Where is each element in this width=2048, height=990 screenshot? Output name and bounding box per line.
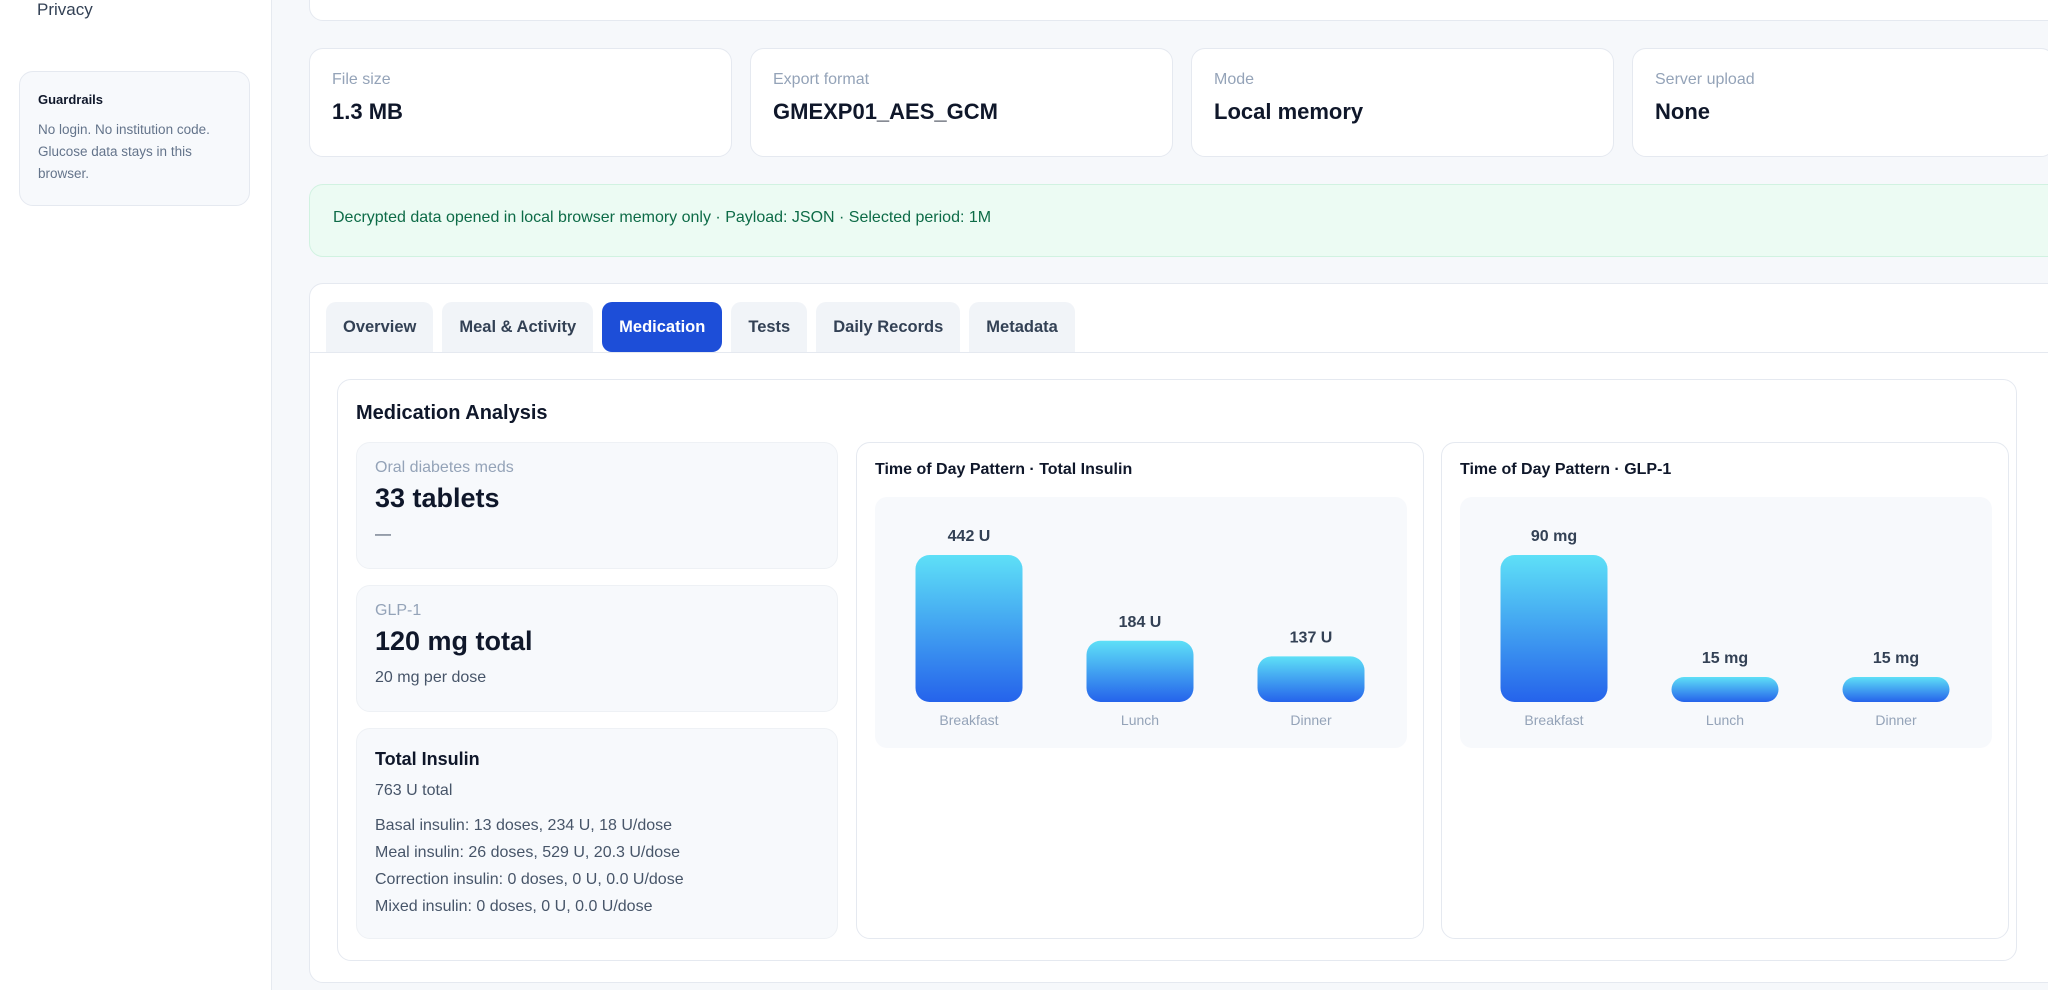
stat-value: None bbox=[1655, 99, 1710, 124]
oral-meds-sub: — bbox=[375, 526, 391, 543]
oral-meds-label: Oral diabetes meds bbox=[375, 459, 514, 476]
category-label: Breakfast bbox=[939, 712, 998, 728]
chart-area: 90 mg Breakfast 15 mg Lunch 15 mg Dinner bbox=[1460, 497, 1992, 748]
stat-label: File size bbox=[332, 71, 391, 88]
stat-label: Mode bbox=[1214, 71, 1255, 88]
tab-daily-records[interactable]: Daily Records bbox=[816, 302, 961, 352]
bar-breakfast bbox=[915, 555, 1023, 702]
tab-tests[interactable]: Tests bbox=[731, 302, 808, 352]
oral-meds-card: Oral diabetes meds 33 tablets — bbox=[356, 442, 838, 569]
bar-value-label: 90 mg bbox=[1531, 528, 1577, 545]
chart-title: Time of Day Pattern · GLP-1 bbox=[1460, 461, 1672, 478]
total-insulin-card: Total Insulin 763 U total Basal insulin:… bbox=[356, 728, 838, 939]
bar-value-label: 137 U bbox=[1290, 629, 1333, 646]
stat-card-server-upload: Server upload None bbox=[1632, 48, 2048, 157]
stat-value: GMEXP01_AES_GCM bbox=[773, 99, 998, 124]
stat-card-export-format: Export format GMEXP01_AES_GCM bbox=[750, 48, 1173, 157]
bar-value-label: 184 U bbox=[1119, 614, 1162, 631]
tab-bar: Overview Meal & Activity Medication Test… bbox=[326, 302, 2048, 352]
glp1-label: GLP-1 bbox=[375, 602, 422, 619]
stat-label: Export format bbox=[773, 71, 870, 88]
category-label: Lunch bbox=[1706, 712, 1744, 728]
stat-card-mode: Mode Local memory bbox=[1191, 48, 1614, 157]
category-label: Breakfast bbox=[1524, 712, 1583, 728]
chart-title: Time of Day Pattern · Total Insulin bbox=[875, 461, 1133, 478]
bar-breakfast bbox=[1500, 555, 1608, 702]
total-insulin-chart: 442 U Breakfast 184 U Lunch 137 U Dinner bbox=[915, 528, 1365, 728]
tab-medication[interactable]: Medication bbox=[602, 302, 723, 352]
main-content: File size 1.3 MB Export format GMEXP01_A… bbox=[272, 0, 2048, 990]
total-insulin-total: 763 U total bbox=[375, 782, 453, 799]
top-card bbox=[309, 0, 2048, 21]
bar-dinner bbox=[1257, 656, 1365, 702]
decryption-notice: Decrypted data opened in local browser m… bbox=[309, 184, 2048, 257]
bar-lunch bbox=[1671, 677, 1779, 702]
insulin-line-mixed: Mixed insulin: 0 doses, 0 U, 0.0 U/dose bbox=[375, 898, 653, 915]
tab-metadata[interactable]: Metadata bbox=[969, 302, 1075, 352]
guardrails-card: Guardrails No login. No institution code… bbox=[19, 71, 250, 206]
tab-panel: Overview Meal & Activity Medication Test… bbox=[309, 283, 2048, 983]
glp1-value: 120 mg total bbox=[375, 626, 533, 656]
bar-lunch bbox=[1086, 640, 1194, 702]
category-label: Dinner bbox=[1875, 712, 1917, 728]
glp1-sub: 20 mg per dose bbox=[375, 669, 487, 686]
insulin-line-meal: Meal insulin: 26 doses, 529 U, 20.3 U/do… bbox=[375, 844, 681, 861]
chart-card-glp1: Time of Day Pattern · GLP-1 90 mg Breakfa… bbox=[1441, 442, 2009, 939]
glp1-card: GLP-1 120 mg total 20 mg per dose bbox=[356, 585, 838, 712]
category-label: Dinner bbox=[1290, 712, 1332, 728]
tab-overview[interactable]: Overview bbox=[326, 302, 434, 352]
analysis-title: Medication Analysis bbox=[356, 402, 548, 424]
total-insulin-title: Total Insulin bbox=[375, 749, 480, 769]
stat-value: Local memory bbox=[1214, 99, 1364, 124]
bar-value-label: 15 mg bbox=[1702, 650, 1748, 667]
stat-value: 1.3 MB bbox=[332, 99, 403, 124]
stat-card-file-size: File size 1.3 MB bbox=[309, 48, 732, 157]
sidebar: Privacy Guardrails No login. No institut… bbox=[0, 0, 272, 990]
medication-analysis: Medication Analysis Oral diabetes meds 3… bbox=[337, 379, 2017, 961]
oral-meds-value: 33 tablets bbox=[375, 483, 500, 513]
sidebar-item-privacy[interactable]: Privacy bbox=[37, 0, 93, 19]
guardrails-text: No login. No institution code. Glucose d… bbox=[38, 122, 210, 181]
tab-divider bbox=[310, 352, 2048, 353]
guardrails-title: Guardrails bbox=[38, 92, 104, 107]
tab-meal-activity[interactable]: Meal & Activity bbox=[442, 302, 594, 352]
bar-value-label: 15 mg bbox=[1873, 650, 1919, 667]
bar-dinner bbox=[1842, 677, 1950, 702]
stat-label: Server upload bbox=[1655, 71, 1755, 88]
insulin-line-correction: Correction insulin: 0 doses, 0 U, 0.0 U/… bbox=[375, 871, 684, 888]
chart-card-total-insulin: Time of Day Pattern · Total Insulin 442 … bbox=[856, 442, 1424, 939]
chart-area: 442 U Breakfast 184 U Lunch 137 U Dinner bbox=[875, 497, 1407, 748]
bar-value-label: 442 U bbox=[948, 528, 991, 545]
insulin-line-basal: Basal insulin: 13 doses, 234 U, 18 U/dos… bbox=[375, 817, 673, 834]
category-label: Lunch bbox=[1121, 712, 1159, 728]
glp1-chart: 90 mg Breakfast 15 mg Lunch 15 mg Dinner bbox=[1500, 528, 1950, 728]
